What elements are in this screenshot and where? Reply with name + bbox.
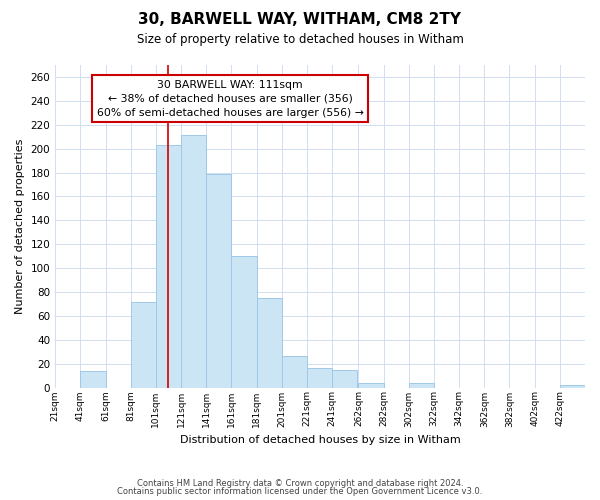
Text: Contains HM Land Registry data © Crown copyright and database right 2024.: Contains HM Land Registry data © Crown c… xyxy=(137,478,463,488)
Bar xyxy=(560,385,585,388)
Text: 30, BARWELL WAY, WITHAM, CM8 2TY: 30, BARWELL WAY, WITHAM, CM8 2TY xyxy=(139,12,461,28)
Bar xyxy=(181,136,206,388)
Bar xyxy=(156,145,181,388)
Text: Contains public sector information licensed under the Open Government Licence v3: Contains public sector information licen… xyxy=(118,487,482,496)
Y-axis label: Number of detached properties: Number of detached properties xyxy=(15,138,25,314)
Bar xyxy=(232,256,257,388)
Text: Size of property relative to detached houses in Witham: Size of property relative to detached ho… xyxy=(137,32,463,46)
Bar xyxy=(80,371,106,388)
Bar xyxy=(307,368,332,388)
X-axis label: Distribution of detached houses by size in Witham: Distribution of detached houses by size … xyxy=(180,435,460,445)
Bar xyxy=(206,174,232,388)
Bar xyxy=(257,298,281,388)
Bar xyxy=(131,302,156,388)
Bar xyxy=(409,382,434,388)
Bar xyxy=(281,356,307,388)
Bar xyxy=(332,370,357,388)
Text: 30 BARWELL WAY: 111sqm
← 38% of detached houses are smaller (356)
60% of semi-de: 30 BARWELL WAY: 111sqm ← 38% of detached… xyxy=(97,80,364,118)
Bar xyxy=(358,382,383,388)
